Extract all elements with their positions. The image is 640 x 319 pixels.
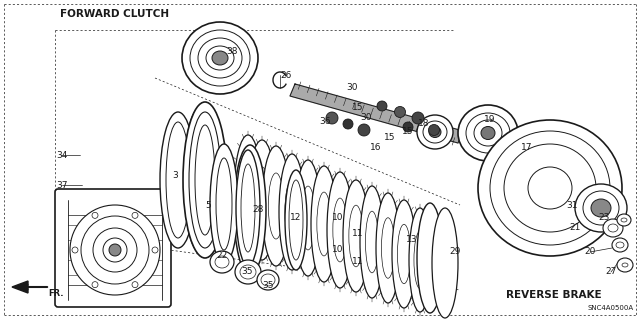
Text: 34: 34 (56, 151, 68, 160)
Text: 27: 27 (605, 268, 617, 277)
Ellipse shape (262, 146, 290, 266)
Circle shape (429, 124, 440, 136)
Text: 13: 13 (406, 235, 418, 244)
Text: 29: 29 (449, 248, 461, 256)
Ellipse shape (376, 193, 400, 303)
Circle shape (93, 228, 137, 272)
Circle shape (152, 247, 158, 253)
Ellipse shape (409, 208, 431, 312)
Ellipse shape (234, 135, 262, 255)
Text: 11: 11 (352, 229, 364, 239)
Ellipse shape (279, 154, 305, 270)
Ellipse shape (417, 115, 453, 149)
Ellipse shape (392, 200, 416, 308)
Polygon shape (12, 281, 28, 293)
Ellipse shape (248, 140, 276, 260)
Ellipse shape (612, 238, 628, 252)
Ellipse shape (458, 105, 518, 161)
Text: 10: 10 (332, 246, 344, 255)
Ellipse shape (591, 199, 611, 217)
Ellipse shape (360, 186, 384, 298)
Text: 35: 35 (262, 280, 274, 290)
Text: 30: 30 (360, 114, 372, 122)
Ellipse shape (182, 22, 258, 94)
Ellipse shape (417, 203, 443, 313)
Ellipse shape (235, 260, 261, 284)
Circle shape (72, 247, 78, 253)
Ellipse shape (184, 108, 216, 252)
Ellipse shape (234, 145, 266, 275)
Ellipse shape (481, 127, 495, 139)
Text: 37: 37 (56, 181, 68, 189)
FancyBboxPatch shape (55, 189, 171, 307)
Text: 15: 15 (403, 128, 413, 137)
Ellipse shape (617, 258, 633, 272)
Ellipse shape (160, 112, 196, 248)
Ellipse shape (343, 180, 369, 292)
Ellipse shape (429, 127, 441, 137)
Ellipse shape (210, 144, 238, 264)
Text: 3: 3 (172, 170, 178, 180)
Ellipse shape (210, 251, 234, 273)
Text: 35: 35 (241, 266, 253, 276)
Ellipse shape (212, 51, 228, 65)
Polygon shape (290, 84, 463, 143)
Text: 31: 31 (566, 201, 578, 210)
Circle shape (92, 212, 98, 219)
Circle shape (343, 119, 353, 129)
Text: 11: 11 (352, 257, 364, 266)
Ellipse shape (327, 172, 353, 288)
Text: 19: 19 (484, 115, 496, 124)
Ellipse shape (617, 214, 631, 226)
Text: 28: 28 (252, 205, 264, 214)
Ellipse shape (236, 150, 260, 266)
Ellipse shape (478, 120, 622, 256)
Ellipse shape (603, 219, 623, 237)
Ellipse shape (432, 208, 458, 318)
Ellipse shape (257, 270, 279, 290)
Circle shape (394, 107, 406, 117)
Ellipse shape (285, 170, 307, 270)
Text: 16: 16 (371, 144, 381, 152)
Text: 22: 22 (216, 250, 228, 259)
Text: 21: 21 (570, 224, 580, 233)
Text: 23: 23 (598, 213, 610, 222)
Circle shape (132, 212, 138, 219)
Ellipse shape (311, 166, 337, 282)
Text: FR.: FR. (48, 288, 63, 298)
Text: 36: 36 (319, 116, 331, 125)
Text: 10: 10 (332, 213, 344, 222)
Circle shape (81, 216, 149, 284)
Circle shape (92, 282, 98, 288)
Circle shape (132, 282, 138, 288)
Text: 30: 30 (346, 84, 358, 93)
Text: 12: 12 (291, 213, 301, 222)
Circle shape (412, 112, 424, 124)
Text: 15: 15 (352, 102, 364, 112)
Ellipse shape (183, 102, 227, 258)
Circle shape (377, 101, 387, 111)
Ellipse shape (295, 160, 321, 276)
Circle shape (358, 124, 370, 136)
Circle shape (109, 244, 121, 256)
Text: 17: 17 (521, 144, 532, 152)
Ellipse shape (575, 184, 627, 232)
Text: FORWARD CLUTCH: FORWARD CLUTCH (60, 9, 169, 19)
Circle shape (103, 238, 127, 262)
Circle shape (326, 112, 338, 124)
Text: SNC4A0500A: SNC4A0500A (588, 305, 634, 311)
Text: 38: 38 (227, 47, 237, 56)
Text: 20: 20 (584, 248, 596, 256)
Circle shape (403, 122, 413, 132)
Text: 15: 15 (384, 133, 396, 143)
Text: 18: 18 (419, 118, 429, 128)
Circle shape (70, 205, 160, 295)
Text: 5: 5 (205, 201, 211, 210)
Text: 26: 26 (280, 70, 292, 79)
Text: REVERSE BRAKE: REVERSE BRAKE (506, 290, 602, 300)
